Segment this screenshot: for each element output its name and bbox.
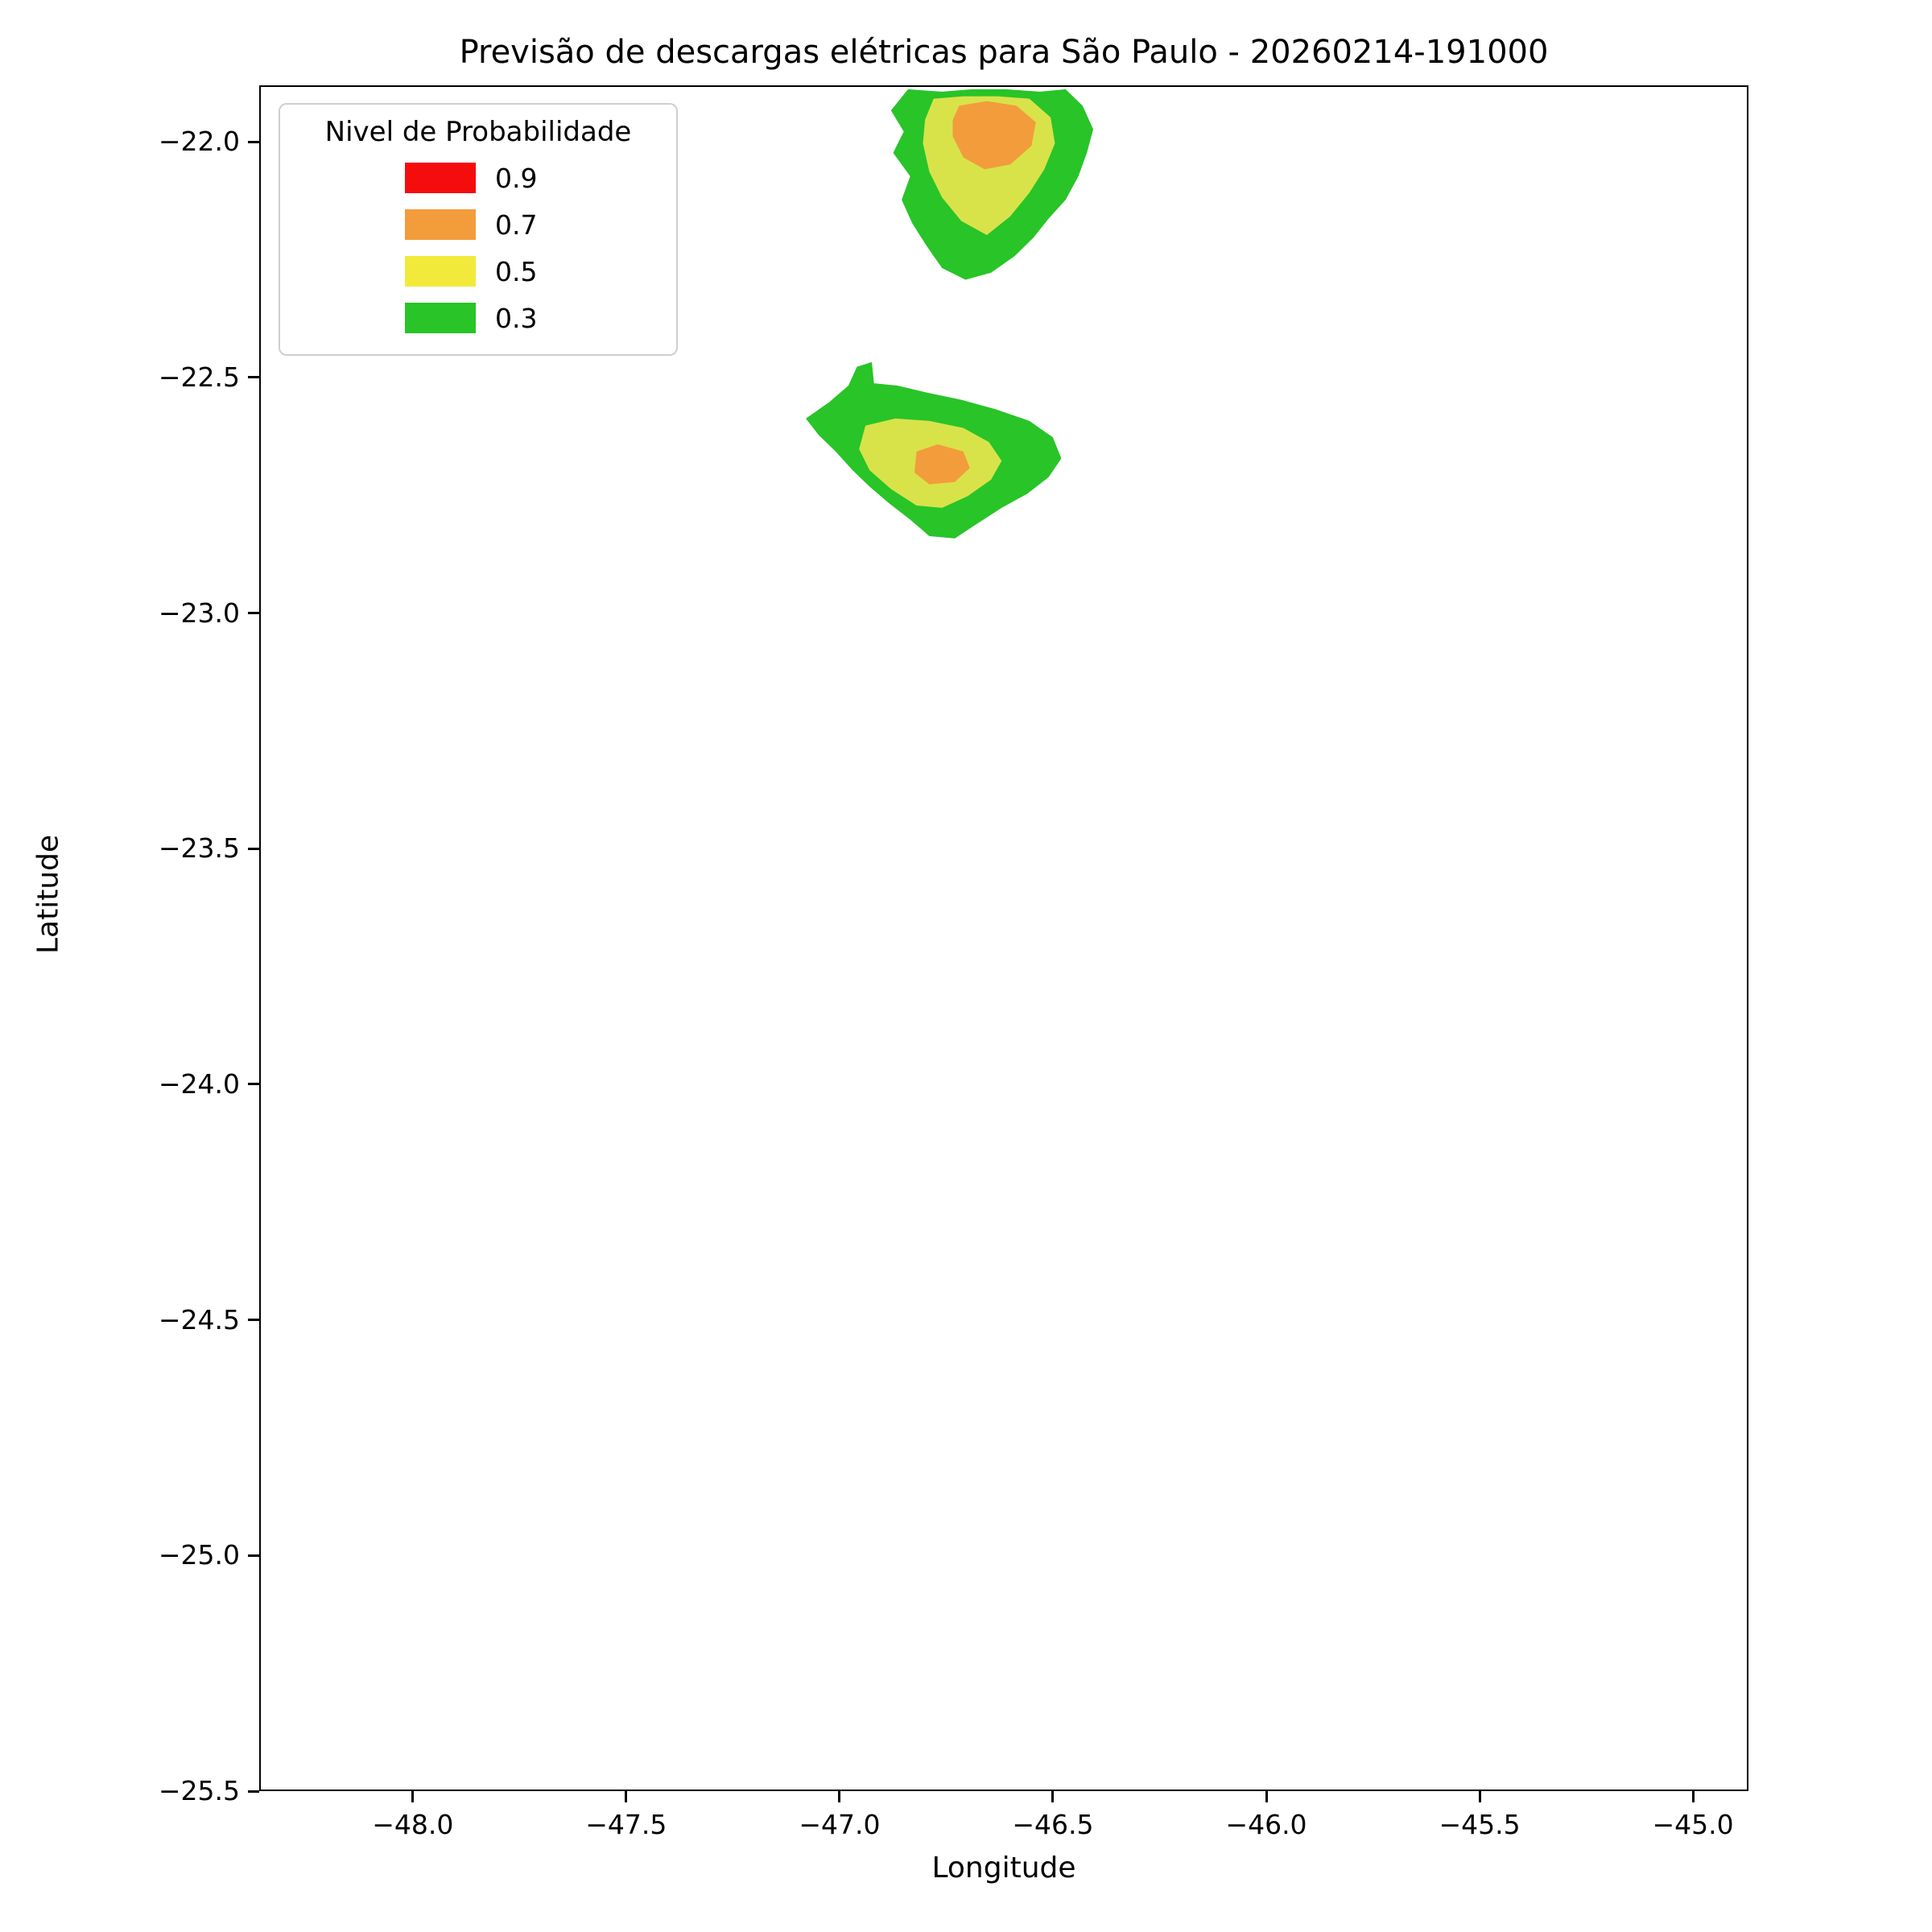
legend-entry-label: 0.3 (495, 302, 538, 334)
y-tick-label: −22.0 (158, 126, 240, 158)
y-tick-mark (248, 1554, 259, 1557)
legend-entry: 0.9 (301, 155, 655, 201)
y-tick-mark (248, 847, 259, 850)
x-tick-label: −45.0 (1652, 1809, 1734, 1840)
legend-entry-label: 0.7 (495, 208, 538, 241)
contour-layer (806, 89, 1094, 539)
legend-swatch (405, 303, 476, 333)
legend-swatch (405, 256, 476, 287)
x-tick-mark (1478, 1791, 1481, 1802)
x-tick-mark (625, 1791, 628, 1802)
x-tick-label: −46.0 (1225, 1809, 1307, 1840)
x-axis-label: Longitude (931, 1852, 1076, 1885)
legend-entries: 0.9 0.7 0.5 0.3 (301, 155, 655, 341)
y-tick-mark (248, 1083, 259, 1086)
y-tick-label: −24.5 (158, 1303, 240, 1335)
legend-swatch (405, 163, 476, 193)
y-axis-label: Latitude (31, 834, 65, 954)
y-tick-label: −24.0 (158, 1067, 240, 1100)
x-tick-mark (838, 1791, 841, 1802)
x-tick-label: −46.5 (1012, 1809, 1094, 1840)
x-tick-mark (1691, 1791, 1695, 1802)
cell-south-p07 (914, 444, 970, 485)
x-tick-label: −48.0 (372, 1809, 454, 1840)
legend-entry: 0.7 (301, 201, 655, 248)
y-tick-label: −23.5 (158, 832, 240, 865)
legend-title: Nivel de Probabilidade (324, 116, 632, 148)
legend: Nivel de Probabilidade 0.9 0.7 0.5 0.3 (279, 103, 678, 356)
x-tick-mark (1051, 1791, 1055, 1802)
y-tick-mark (248, 140, 259, 143)
cell-north-p07 (952, 101, 1036, 170)
y-tick-label: −25.0 (158, 1539, 240, 1571)
y-tick-mark (248, 1319, 259, 1322)
legend-swatch (405, 209, 476, 240)
x-tick-label: −45.5 (1439, 1809, 1521, 1840)
x-tick-mark (1265, 1791, 1268, 1802)
legend-entry: 0.3 (301, 295, 655, 341)
legend-entry: 0.5 (301, 248, 655, 295)
y-tick-label: −23.0 (158, 597, 240, 629)
x-tick-label: −47.0 (799, 1809, 881, 1840)
legend-entry-label: 0.5 (495, 255, 538, 287)
plot-area: Nivel de Probabilidade 0.9 0.7 0.5 0.3 (259, 85, 1748, 1791)
y-tick-mark (248, 612, 259, 615)
x-tick-label: −47.5 (585, 1809, 667, 1840)
y-tick-mark (248, 376, 259, 379)
y-tick-label: −25.5 (158, 1775, 240, 1806)
y-tick-label: −22.5 (158, 361, 240, 393)
legend-entry-label: 0.9 (495, 162, 538, 194)
x-tick-mark (411, 1791, 415, 1802)
chart-title: Previsão de descargas elétricas para São… (459, 34, 1549, 71)
y-tick-mark (248, 1790, 259, 1793)
